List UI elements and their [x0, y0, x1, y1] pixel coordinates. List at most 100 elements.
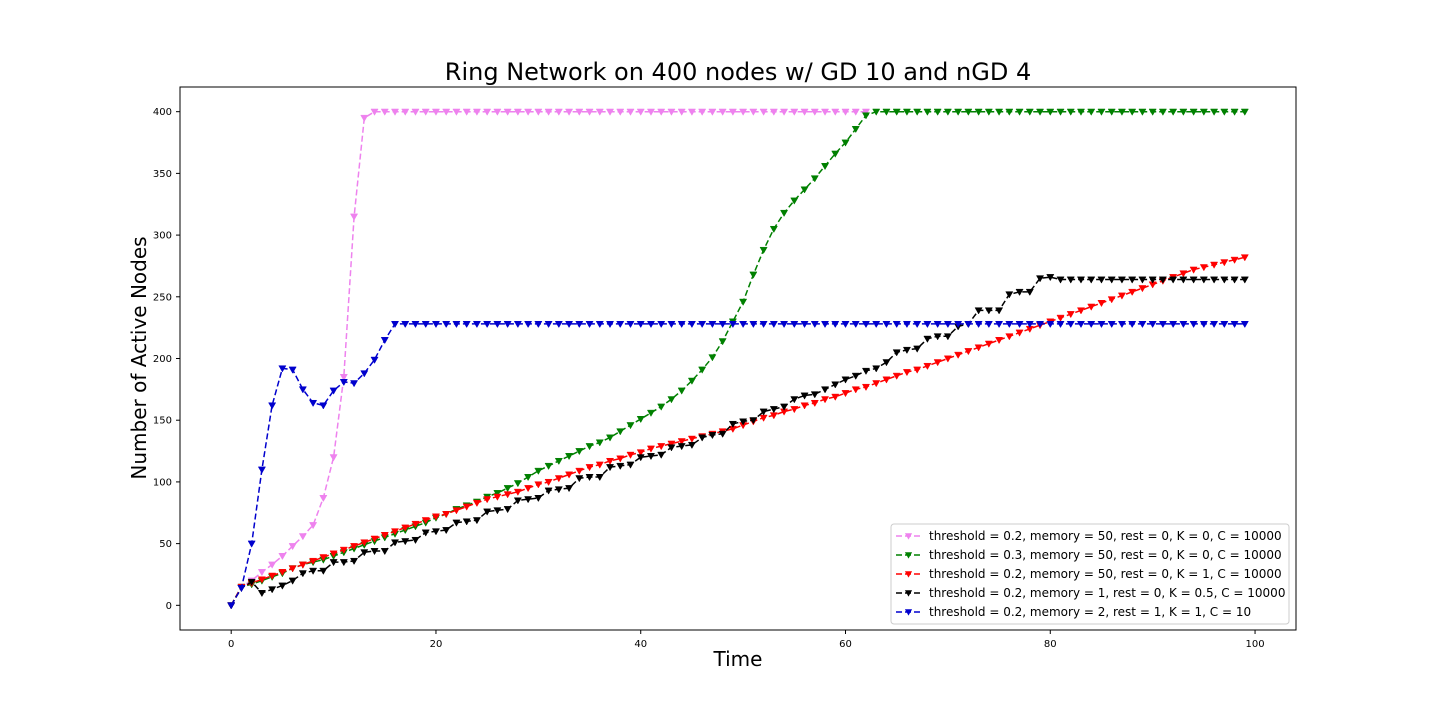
data-point: [687, 108, 696, 116]
data-point: [1107, 108, 1116, 116]
data-point: [1066, 320, 1075, 329]
data-point: [626, 320, 635, 329]
data-point: [1189, 108, 1198, 116]
legend-entry: threshold = 0.2, memory = 50, rest = 0, …: [896, 529, 1282, 543]
data-point: [1097, 300, 1106, 308]
data-point: [626, 451, 635, 459]
data-point: [503, 320, 512, 329]
data-point: [759, 108, 768, 116]
data-point: [1199, 264, 1208, 272]
data-point: [995, 337, 1004, 345]
data-point: [872, 365, 881, 373]
data-point: [565, 471, 574, 479]
data-point: [841, 139, 850, 147]
data-point: [575, 108, 584, 116]
data-point: [442, 527, 451, 535]
data-point: [698, 366, 707, 374]
data-point: [913, 108, 922, 116]
data-point: [861, 108, 871, 116]
data-point: [431, 108, 440, 116]
data-point: [636, 108, 645, 116]
data-point: [667, 444, 676, 452]
data-point: [1087, 303, 1096, 311]
data-point: [646, 108, 656, 116]
y-tick-label: 50: [159, 539, 172, 550]
data-point: [288, 543, 297, 551]
data-point: [810, 399, 819, 408]
data-point: [1128, 276, 1137, 284]
data-point: [636, 449, 645, 457]
data-point: [575, 467, 584, 475]
data-point: [298, 570, 307, 578]
data-point: [483, 508, 492, 516]
y-tick-label: 150: [153, 416, 172, 427]
data-point: [1199, 108, 1208, 116]
data-point: [534, 481, 543, 489]
data-point: [554, 475, 563, 483]
data-point: [339, 546, 348, 554]
data-point: [370, 108, 379, 116]
data-point: [1138, 320, 1147, 329]
data-point: [923, 320, 932, 329]
data-point: [452, 507, 461, 515]
data-point: [1179, 270, 1188, 278]
data-point: [1087, 320, 1096, 329]
data-point: [820, 386, 830, 394]
data-point: [1230, 276, 1239, 284]
data-point: [1230, 108, 1239, 116]
data-point: [401, 524, 410, 532]
data-point: [1210, 320, 1219, 329]
data-point: [268, 572, 277, 580]
data-point: [472, 517, 481, 525]
data-point: [995, 320, 1004, 329]
data-point: [329, 559, 338, 567]
data-point: [472, 108, 481, 116]
series-layer: [227, 108, 1249, 610]
data-point: [1005, 333, 1014, 341]
data-point: [984, 320, 993, 329]
data-point: [513, 488, 522, 496]
x-axis: 0 20 40 60 80 100: [228, 630, 1265, 650]
legend-entry: threshold = 0.3, memory = 50, rest = 0, …: [896, 548, 1282, 562]
data-point: [933, 320, 942, 329]
x-tick-label: 100: [1245, 639, 1264, 650]
data-point: [452, 108, 461, 116]
data-point: [1076, 320, 1086, 329]
data-point: [319, 402, 328, 410]
data-point: [585, 443, 594, 451]
data-point: [227, 602, 236, 610]
data-point: [524, 320, 533, 329]
data-point: [657, 451, 666, 459]
data-point: [616, 462, 625, 470]
data-point: [1056, 276, 1065, 284]
data-point: [524, 485, 533, 493]
data-point: [350, 557, 359, 565]
data-point: [1015, 288, 1024, 296]
data-point: [923, 335, 932, 343]
data-point: [411, 536, 420, 545]
data-point: [565, 320, 574, 329]
data-point: [636, 454, 645, 462]
data-point: [257, 569, 266, 577]
data-point: [544, 108, 553, 116]
data-point: [401, 108, 410, 116]
data-point: [964, 108, 973, 116]
data-point: [565, 485, 574, 493]
data-point: [646, 445, 656, 453]
data-point: [616, 428, 625, 436]
data-point: [739, 418, 748, 426]
data-point: [442, 108, 451, 116]
data-point: [503, 506, 512, 514]
data-point: [1148, 108, 1157, 116]
data-point: [319, 554, 328, 562]
data-point: [739, 108, 748, 116]
data-point: [483, 320, 492, 329]
data-point: [616, 108, 625, 116]
data-point: [585, 464, 594, 472]
data-point: [800, 108, 809, 116]
data-point: [739, 298, 748, 306]
data-point: [370, 548, 379, 556]
data-point: [646, 320, 656, 329]
data-point: [595, 474, 604, 482]
